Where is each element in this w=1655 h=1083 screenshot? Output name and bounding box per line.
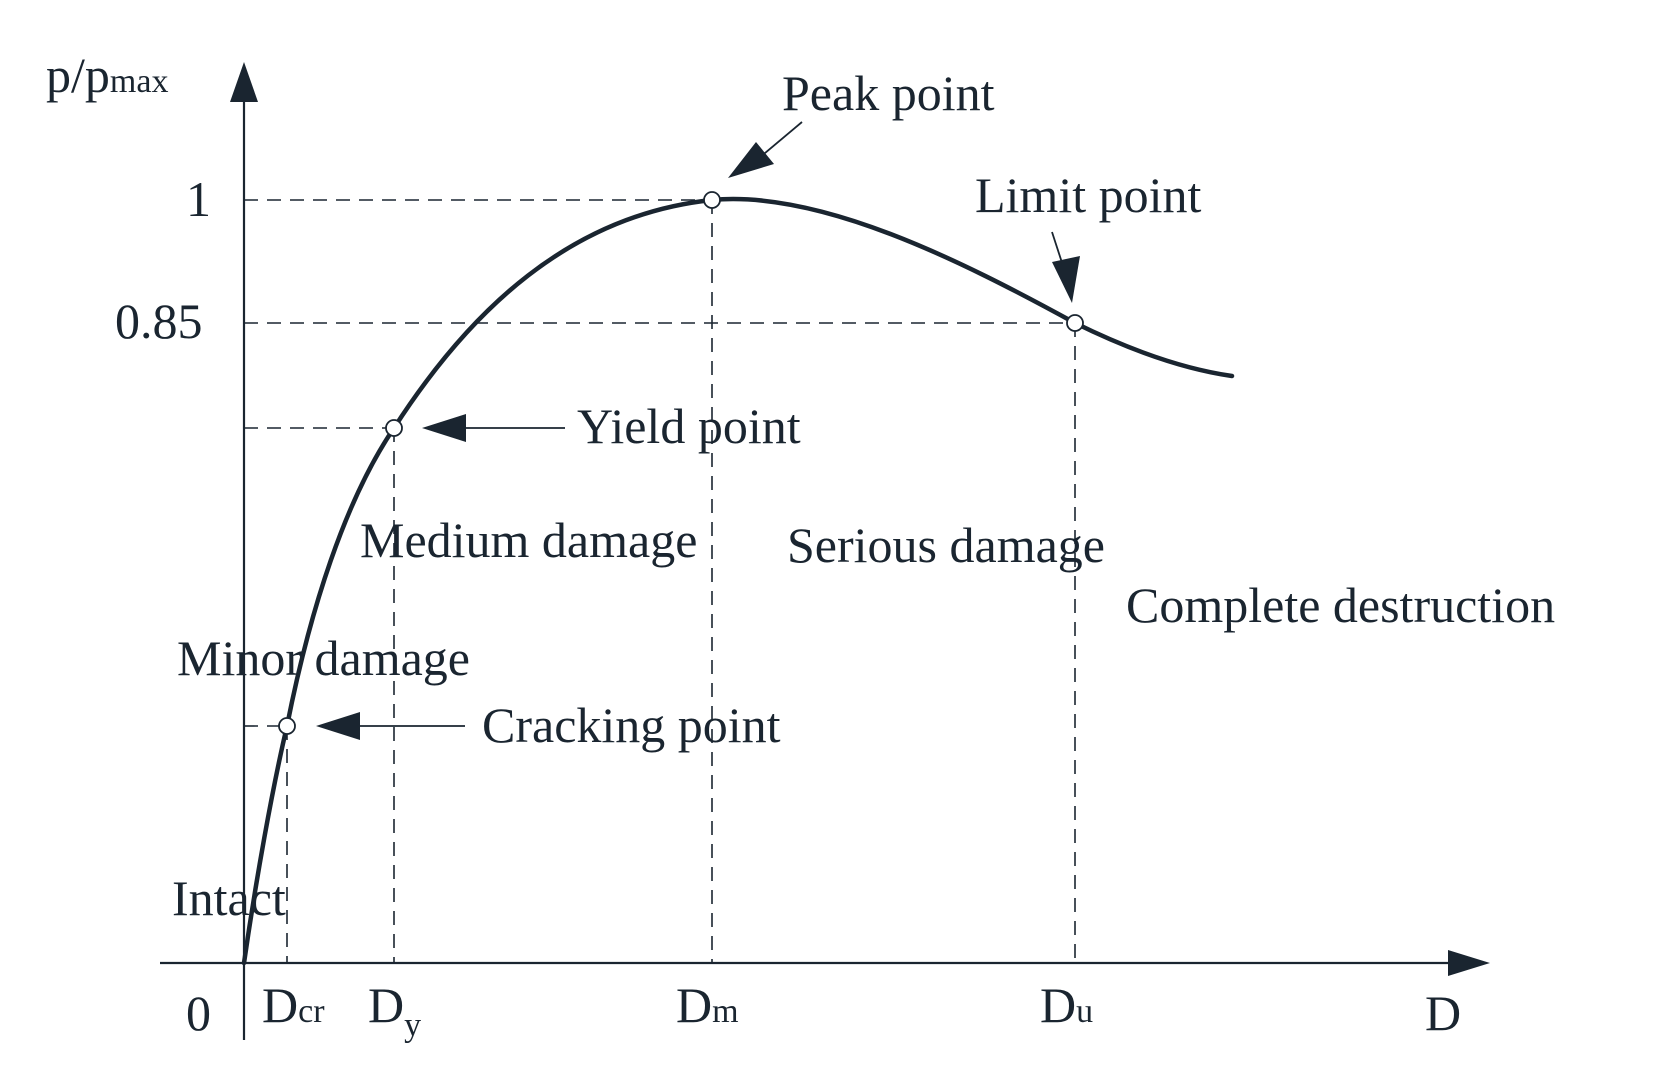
load-damage-curve	[241, 196, 1235, 966]
x-tick-dcr: Dcr	[262, 977, 325, 1033]
cracking-point-label: Cracking point	[482, 697, 781, 753]
x-axis-arrowhead	[1448, 950, 1490, 976]
peak-point-marker	[703, 191, 721, 209]
yield-point-marker	[385, 419, 403, 437]
y-tick-0-85: 0.85	[115, 293, 203, 349]
yield-point-label: Yield point	[577, 398, 801, 454]
cracking-point-marker	[278, 717, 296, 735]
x-tick-du: Du	[1040, 977, 1093, 1033]
y-axis-arrowhead	[230, 62, 258, 102]
peak-point-label: Peak point	[782, 65, 995, 121]
x-tick-dm: Dm	[676, 977, 739, 1033]
peak-pointer-arrowhead	[728, 142, 774, 178]
x-axis-label: D	[1425, 985, 1461, 1041]
region-medium-label: Medium damage	[360, 512, 697, 568]
cracking-pointer-arrowhead	[316, 712, 360, 740]
limit-point-marker	[1066, 314, 1084, 332]
limit-pointer-arrowhead	[1052, 256, 1080, 303]
region-intact-label: Intact	[172, 870, 286, 926]
yield-pointer-arrowhead	[422, 414, 466, 442]
x-tick-dy: Dy	[368, 977, 421, 1044]
y-tick-1: 1	[186, 171, 211, 227]
y-axis-label: p/pmax	[46, 47, 168, 103]
region-complete-label: Complete destruction	[1126, 577, 1555, 633]
origin-label: 0	[186, 985, 211, 1041]
region-serious-label: Serious damage	[787, 517, 1105, 573]
limit-point-label: Limit point	[975, 167, 1202, 223]
region-minor-label: Minor damage	[177, 630, 470, 686]
